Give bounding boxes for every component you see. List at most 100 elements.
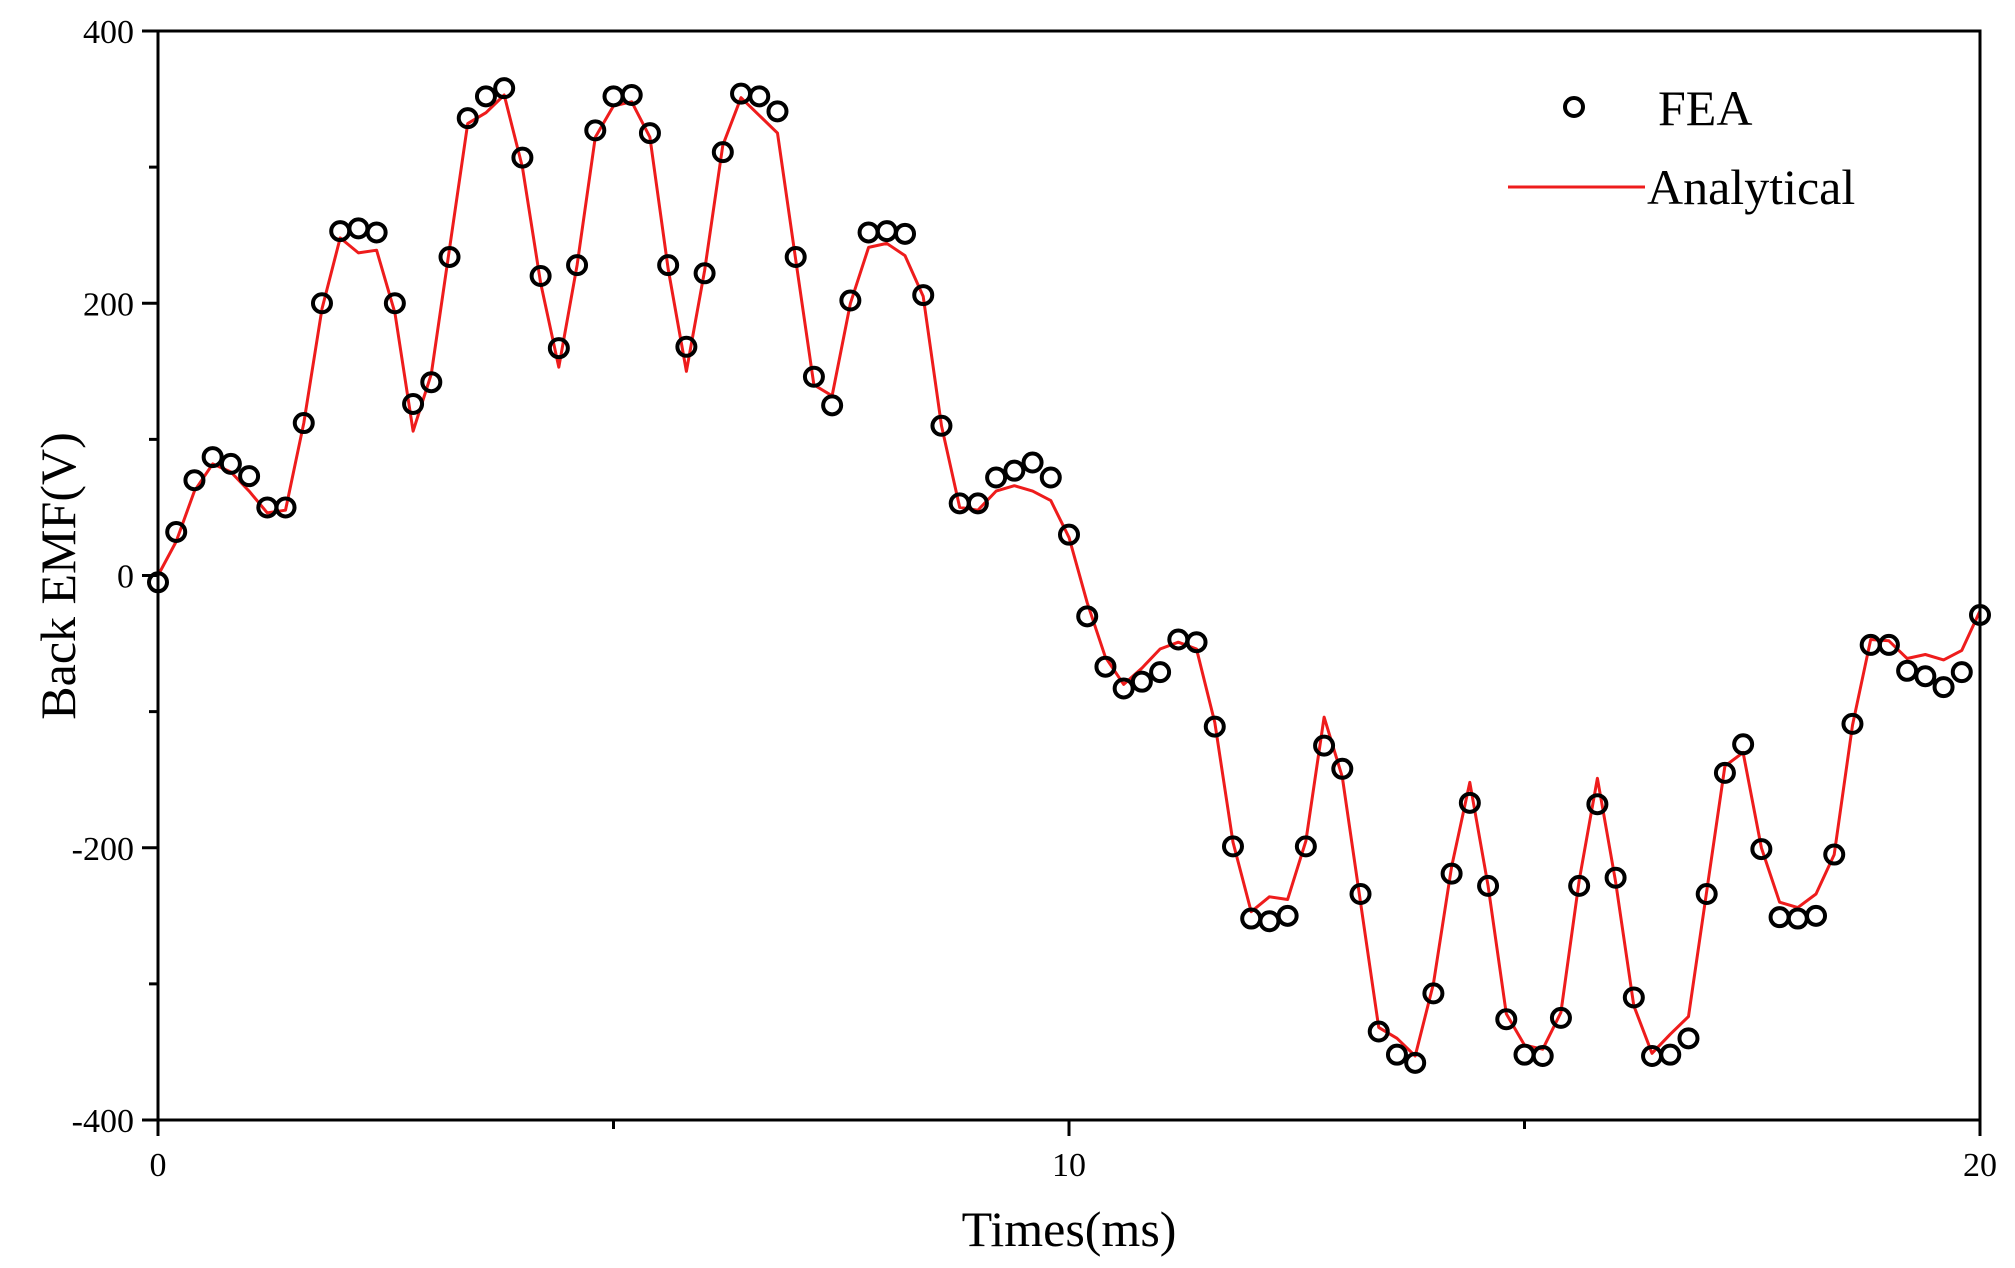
fea-point: [1039, 466, 1062, 489]
fea-point: [1531, 1045, 1554, 1068]
fea-point: [274, 496, 297, 519]
fea-point: [985, 466, 1008, 489]
fea-point: [1695, 883, 1718, 906]
fea-point: [1932, 676, 1955, 699]
fea-point: [930, 414, 953, 437]
fea-point: [402, 392, 425, 415]
fea-point: [1604, 866, 1627, 889]
fea-point: [511, 146, 534, 169]
fea-point: [1349, 883, 1372, 906]
fea-point: [675, 335, 698, 358]
fea-point: [1823, 843, 1846, 866]
fea-point: [1495, 1008, 1518, 1031]
fea-point: [821, 394, 844, 417]
fea-point: [1950, 661, 1973, 684]
fea-point: [1276, 904, 1299, 927]
fea-point: [748, 85, 771, 108]
fea-point: [310, 292, 333, 315]
x-tick-label: 20: [1963, 1147, 1997, 1184]
fea-point: [529, 265, 552, 288]
legend-fea-marker: [1563, 96, 1585, 118]
plot-frame: [156, 29, 1982, 1122]
fea-point: [1477, 874, 1500, 897]
fea-point: [1404, 1051, 1427, 1074]
fea-point: [1586, 793, 1609, 816]
fea-point: [438, 245, 461, 268]
fea-point: [912, 284, 935, 307]
fea-point: [1221, 835, 1244, 858]
fea-point: [711, 141, 734, 164]
fea-point: [201, 446, 224, 469]
fea-point: [1058, 523, 1080, 546]
analytical-line: [156, 93, 1982, 1058]
fea-point: [1021, 451, 1044, 474]
fea-point: [474, 85, 497, 108]
fea-point: [766, 100, 789, 123]
fea-point: [1331, 757, 1354, 780]
fea-point: [584, 119, 607, 142]
fea-point: [784, 245, 807, 268]
fea-point: [1440, 862, 1463, 885]
fea-point: [1732, 733, 1755, 756]
fea-point: [183, 469, 206, 492]
fea-point: [693, 262, 716, 285]
fea-point: [1622, 986, 1645, 1009]
x-tick-label: 10: [1052, 1147, 1086, 1184]
fea-point: [1003, 459, 1026, 482]
fea-point: [1659, 1043, 1682, 1066]
fea-point: [1877, 633, 1900, 656]
fea-point: [657, 254, 680, 277]
fea-point: [1750, 838, 1773, 861]
fea-point: [165, 520, 188, 543]
fea-point: [1367, 1020, 1390, 1043]
fea-point: [1313, 734, 1336, 757]
legend-analytical-label: Analytical: [1647, 159, 1855, 215]
fea-point: [493, 77, 516, 100]
axes: -400 -200 0 200 400 0 10 20: [72, 14, 1997, 1184]
legend-fea-label: FEA: [1658, 80, 1752, 136]
fea-point: [1076, 605, 1099, 628]
fea-point: [1112, 677, 1135, 700]
legend: FEA Analytical: [1508, 80, 1855, 215]
y-tick-label: 0: [117, 559, 134, 596]
fea-point: [547, 337, 570, 360]
fea-point: [1805, 904, 1828, 927]
fea-point: [1130, 670, 1153, 693]
x-tick-label: 0: [150, 1147, 167, 1184]
analytical-series: [156, 93, 1982, 1058]
fea-point: [456, 107, 479, 130]
y-tick-label: -200: [72, 831, 134, 868]
fea-point: [1568, 874, 1591, 897]
fea-point: [1914, 665, 1937, 688]
fea-point: [1422, 982, 1445, 1005]
fea-point: [620, 83, 643, 106]
y-tick-label: 400: [83, 14, 134, 51]
fea-point: [1294, 835, 1317, 858]
fea-point: [219, 452, 242, 475]
fea-point: [1149, 661, 1172, 684]
y-tick-label: 200: [83, 286, 134, 323]
fea-point: [638, 122, 661, 145]
fea-point: [1549, 1006, 1572, 1029]
fea-point: [802, 365, 825, 388]
fea-series: [147, 77, 1991, 1074]
fea-point: [292, 412, 315, 435]
x-axis-title: Times(ms): [962, 1201, 1177, 1257]
fea-point: [1094, 655, 1117, 678]
fea-point: [894, 222, 917, 245]
fea-point: [365, 221, 388, 244]
fea-point: [1677, 1027, 1700, 1050]
fea-point: [1385, 1043, 1408, 1066]
y-tick-label: -400: [72, 1103, 134, 1140]
y-axis-title: Back EMF(V): [30, 432, 86, 719]
fea-point: [1458, 791, 1481, 814]
fea-point: [420, 371, 443, 394]
fea-point: [839, 289, 862, 312]
fea-point: [383, 292, 406, 315]
fea-point: [966, 492, 989, 515]
fea-point: [1185, 631, 1208, 654]
fea-point: [1713, 761, 1736, 784]
fea-point: [1841, 712, 1864, 735]
fea-point: [238, 465, 261, 488]
